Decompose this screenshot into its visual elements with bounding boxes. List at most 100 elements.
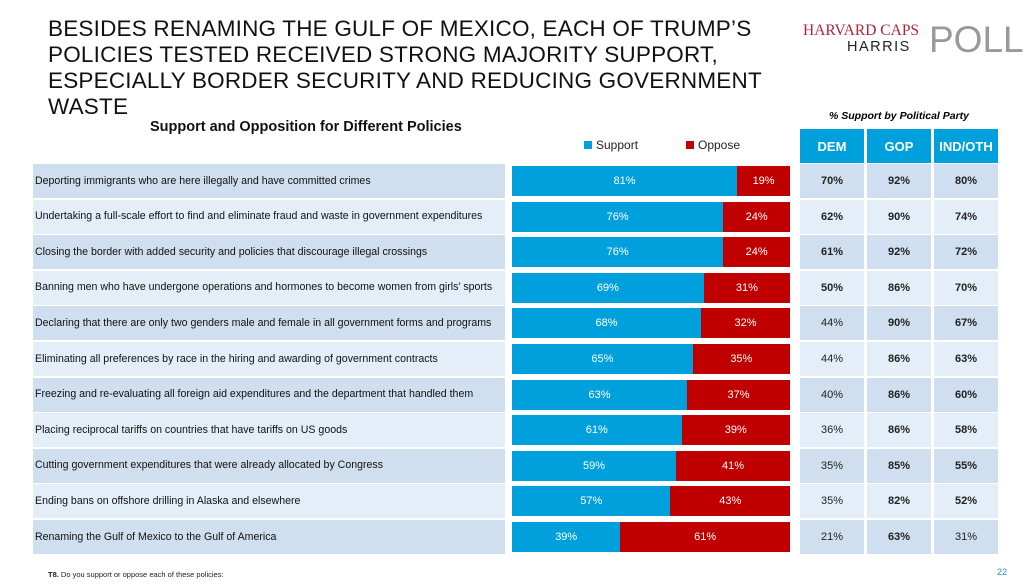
bar-oppose: 41% — [676, 450, 790, 481]
party-cell-ind-oth: 74% — [934, 199, 998, 234]
party-cell-gop: 86% — [867, 413, 931, 448]
bar-support: 39% — [512, 522, 621, 552]
policy-label: Deporting immigrants who are here illega… — [33, 164, 505, 198]
data-label: 68% — [595, 317, 618, 330]
bar-support: 76% — [512, 237, 724, 268]
bar-support: 65% — [512, 344, 693, 374]
bar-support: 57% — [512, 486, 671, 517]
data-label: 61% — [694, 531, 717, 543]
data-label: 43% — [719, 495, 742, 508]
legend-swatch-oppose — [686, 141, 694, 149]
bar-support: 63% — [512, 379, 688, 410]
stacked-bar: 69% 31% — [512, 272, 790, 303]
bar-oppose: 19% — [737, 166, 790, 196]
bar-support: 68% — [512, 308, 702, 339]
stacked-bar: 57% 43% — [512, 486, 790, 517]
stacked-bar: 63% 37% — [512, 379, 790, 410]
table-row: Ending bans on offshore drilling in Alas… — [0, 484, 1024, 520]
policy-label: Ending bans on offshore drilling in Alas… — [33, 484, 505, 519]
bar-oppose: 35% — [692, 344, 790, 374]
party-cell-gop: 90% — [867, 306, 931, 341]
policy-label: Eliminating all preferences by race in t… — [33, 342, 505, 376]
party-cell-dem: 70% — [800, 164, 864, 198]
data-label: 39% — [555, 531, 578, 543]
data-label: 61% — [585, 424, 608, 437]
legend-support: Support — [584, 138, 638, 152]
table-row: Renaming the Gulf of Mexico to the Gulf … — [0, 520, 1024, 556]
bar-support: 76% — [512, 201, 724, 232]
bar-oppose: 37% — [687, 379, 790, 410]
party-cell-dem: 44% — [800, 306, 864, 341]
policy-label: Placing reciprocal tariffs on countries … — [33, 413, 505, 448]
data-label: 24% — [745, 246, 768, 259]
bar-support: 59% — [512, 450, 677, 481]
data-label: 76% — [606, 210, 629, 223]
party-cell-dem: 36% — [800, 413, 864, 448]
party-cell-dem: 61% — [800, 235, 864, 270]
party-cell-ind-oth: 80% — [934, 164, 998, 198]
policy-label: Freezing and re-evaluating all foreign a… — [33, 377, 505, 412]
page-number: 22 — [997, 567, 1008, 577]
table-row: Deporting immigrants who are here illega… — [0, 164, 1024, 200]
stacked-bar: 76% 24% — [512, 237, 790, 268]
policy-label: Banning men who have undergone operation… — [33, 270, 505, 305]
slide-title: BESIDES RENAMING THE GULF OF MEXICO, EAC… — [48, 16, 762, 119]
data-label: 65% — [591, 353, 614, 365]
stacked-bar: 68% 32% — [512, 308, 790, 339]
table-row: Placing reciprocal tariffs on countries … — [0, 413, 1024, 449]
party-table-title: % Support by Political Party — [828, 110, 970, 122]
data-label: 37% — [727, 388, 750, 401]
party-cell-ind-oth: 63% — [934, 342, 998, 376]
stacked-bar: 76% 24% — [512, 201, 790, 232]
data-label: 76% — [606, 246, 629, 259]
chart-title: Support and Opposition for Different Pol… — [150, 119, 462, 135]
legend-swatch-support — [584, 141, 592, 149]
harvard-caps-harris-poll-logo: HARVARD CAPS HARRIS POLL — [803, 19, 1024, 60]
data-label: 41% — [721, 459, 745, 472]
header-gop: GOP — [867, 129, 931, 163]
table-row: Undertaking a full-scale effort to find … — [0, 199, 1024, 236]
party-cell-gop: 63% — [867, 520, 931, 554]
bar-support: 81% — [512, 166, 738, 196]
bar-support: 69% — [512, 272, 704, 303]
data-label: 57% — [580, 495, 603, 508]
party-cell-dem: 21% — [800, 520, 864, 554]
party-cell-gop: 86% — [867, 342, 931, 376]
policy-label: Closing the border with added security a… — [33, 235, 505, 270]
bar-oppose: 31% — [703, 272, 790, 303]
header-ind: IND/OTH — [934, 129, 998, 163]
party-cell-dem: 35% — [800, 448, 864, 483]
data-label: 81% — [613, 175, 636, 187]
data-label: 24% — [745, 210, 768, 223]
party-cell-gop: 85% — [867, 448, 931, 483]
table-row: Declaring that there are only two gender… — [0, 306, 1024, 342]
stacked-bar: 81% 19% — [512, 166, 790, 196]
stacked-bar: 59% 41% — [512, 450, 790, 481]
party-cell-ind-oth: 31% — [934, 520, 998, 554]
bar-oppose: 32% — [701, 308, 790, 339]
data-label: 39% — [724, 424, 747, 437]
bar-oppose: 24% — [723, 201, 790, 232]
party-cell-dem: 44% — [800, 342, 864, 376]
party-cell-ind-oth: 60% — [934, 377, 998, 412]
footnote: T8. Do you support or oppose each of the… — [48, 570, 224, 579]
table-row: Eliminating all preferences by race in t… — [0, 342, 1024, 378]
party-cell-gop: 90% — [867, 199, 931, 234]
party-cell-ind-oth: 52% — [934, 484, 998, 519]
party-cell-ind-oth: 67% — [934, 306, 998, 341]
policy-label: Undertaking a full-scale effort to find … — [33, 199, 505, 234]
bar-oppose: 43% — [670, 486, 790, 517]
party-cell-ind-oth: 72% — [934, 235, 998, 270]
policy-label: Declaring that there are only two gender… — [33, 306, 505, 341]
table-row: Cutting government expenditures that wer… — [0, 448, 1024, 485]
data-label: 63% — [588, 388, 611, 401]
party-cell-gop: 86% — [867, 377, 931, 412]
party-cell-dem: 40% — [800, 377, 864, 412]
table-row: Freezing and re-evaluating all foreign a… — [0, 377, 1024, 414]
bar-support: 61% — [512, 415, 682, 446]
bar-oppose: 24% — [723, 237, 790, 268]
party-cell-dem: 62% — [800, 199, 864, 234]
party-cell-gop: 82% — [867, 484, 931, 519]
stacked-bar: 61% 39% — [512, 415, 790, 446]
table-row: Closing the border with added security a… — [0, 235, 1024, 271]
